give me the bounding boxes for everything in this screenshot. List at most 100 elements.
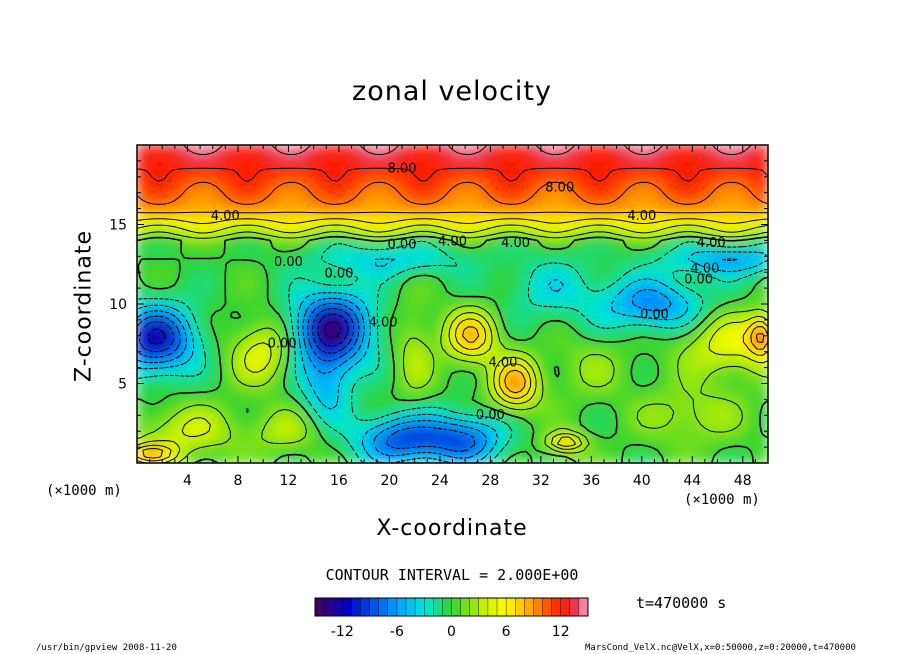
heatmap-cell	[426, 216, 435, 225]
heatmap-cell	[325, 224, 334, 233]
heatmap-cell	[287, 398, 296, 408]
heatmap-cell	[483, 319, 491, 329]
heatmap-cell	[742, 414, 750, 424]
colorbar-tick-label: 6	[502, 624, 511, 640]
heatmap-cell	[262, 383, 271, 392]
heatmap-cell	[369, 446, 378, 456]
heatmap-cell	[369, 287, 378, 297]
heatmap-cell	[628, 351, 636, 361]
heatmap-cell	[540, 351, 548, 361]
heatmap-cell	[477, 351, 485, 361]
contour-label: 4.00	[489, 355, 518, 370]
heatmap-cell	[761, 422, 768, 432]
heatmap-cell	[691, 367, 700, 377]
heatmap-cell	[218, 263, 226, 273]
heatmap-cell	[426, 247, 435, 257]
heatmap-cell	[313, 184, 321, 194]
heatmap-cell	[710, 192, 719, 202]
heatmap-cell	[742, 375, 750, 384]
heatmap-cell	[313, 438, 321, 448]
heatmap-cell	[149, 184, 157, 194]
heatmap-cell	[149, 295, 157, 305]
heatmap-cell	[420, 351, 428, 361]
heatmap-cell	[717, 422, 725, 432]
heatmap-cell	[666, 145, 674, 154]
heatmap-cell	[142, 168, 151, 178]
heatmap-cell	[199, 247, 207, 257]
heatmap-cell	[212, 319, 220, 329]
heatmap-cell	[660, 327, 668, 337]
heatmap-cell	[439, 152, 447, 162]
heatmap-cell	[137, 200, 144, 210]
heatmap-cell	[205, 446, 214, 456]
heatmap-cell	[351, 255, 359, 265]
heatmap-cell	[376, 383, 384, 392]
heatmap-cell	[193, 168, 201, 178]
heatmap-cell	[603, 200, 611, 210]
heatmap-cell	[565, 152, 573, 162]
heatmap-cell	[325, 152, 334, 162]
heatmap-cell	[294, 390, 302, 400]
heatmap-cell	[691, 359, 700, 369]
heatmap-cell	[357, 176, 365, 186]
heatmap-cell	[186, 152, 195, 162]
heatmap-cell	[502, 438, 510, 448]
heatmap-cell	[584, 192, 592, 202]
heatmap-cell	[735, 263, 744, 273]
heatmap-cell	[742, 383, 750, 392]
heatmap-cell	[395, 271, 403, 281]
heatmap-cell	[426, 311, 435, 321]
heatmap-cell	[527, 375, 536, 384]
heatmap-cell	[483, 351, 491, 361]
heatmap-cell	[477, 216, 485, 225]
heatmap-cell	[414, 192, 422, 202]
heatmap-cell	[325, 311, 334, 321]
heatmap-cell	[388, 359, 397, 369]
heatmap-cell	[161, 303, 170, 313]
heatmap-cell	[477, 152, 485, 162]
heatmap-cell	[231, 375, 239, 384]
heatmap-cell	[338, 247, 346, 257]
heatmap-cell	[332, 247, 340, 257]
heatmap-cell	[470, 152, 479, 162]
heatmap-cell	[186, 406, 195, 416]
heatmap-cell	[698, 192, 706, 202]
heatmap-cell	[464, 311, 472, 321]
heatmap-cell	[508, 271, 517, 281]
heatmap-cell	[710, 216, 719, 225]
chart-title: zonal velocity	[352, 76, 552, 107]
heatmap-cell	[439, 446, 447, 456]
heatmap-cell	[376, 160, 384, 170]
heatmap-cell	[761, 255, 768, 265]
heatmap-cell	[155, 152, 163, 162]
heatmap-cell	[287, 454, 296, 463]
heatmap-cell	[578, 311, 586, 321]
heatmap-cell	[590, 351, 599, 361]
heatmap-cell	[243, 375, 252, 384]
heatmap-cell	[748, 176, 756, 186]
heatmap-cell	[269, 343, 277, 353]
heatmap-cell	[552, 247, 561, 257]
heatmap-cell	[622, 454, 630, 463]
heatmap-cell	[439, 430, 447, 440]
heatmap-cell	[224, 152, 233, 162]
heatmap-cell	[597, 239, 605, 249]
heatmap-cell	[433, 224, 441, 233]
heatmap-cell	[729, 351, 737, 361]
heatmap-cell	[698, 200, 706, 210]
heatmap-cell	[464, 414, 472, 424]
heatmap-cell	[483, 263, 491, 273]
colorbar-segment	[323, 597, 334, 617]
heatmap-cell	[761, 383, 768, 392]
heatmap-cell	[294, 145, 302, 154]
heatmap-cell	[332, 430, 340, 440]
heatmap-cell	[325, 247, 334, 257]
heatmap-cell	[723, 375, 731, 384]
heatmap-cell	[477, 414, 485, 424]
heatmap-cell	[477, 454, 485, 463]
heatmap-cell	[224, 446, 233, 456]
heatmap-cell	[464, 184, 472, 194]
heatmap-cell	[174, 406, 182, 416]
heatmap-cell	[641, 216, 649, 225]
heatmap-cell	[306, 343, 315, 353]
